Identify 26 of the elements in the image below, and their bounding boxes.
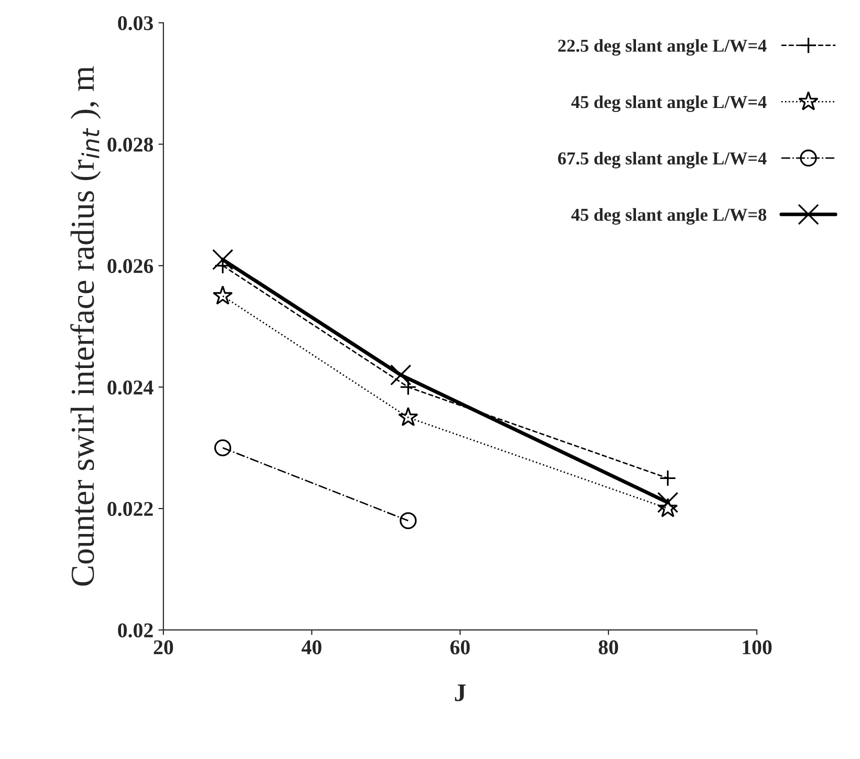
y-tick-label: 0.022 <box>108 502 153 516</box>
point <box>390 364 412 386</box>
point <box>657 492 678 514</box>
x-tick-label: 20 <box>154 640 174 654</box>
y-tick-label: 0.026 <box>108 259 154 274</box>
legend-label: 45 deg slant angle L/W=4 <box>571 95 767 112</box>
point <box>400 512 417 530</box>
y-tick-label: 0.02 <box>118 623 153 638</box>
x-tick-label: 80 <box>598 640 618 654</box>
x-tick-label: 40 <box>302 640 322 654</box>
point <box>659 470 676 487</box>
point <box>212 285 233 305</box>
x-tick-label: 60 <box>450 640 470 654</box>
legend-label: 67.5 deg slant angle L/W=4 <box>558 152 767 168</box>
point <box>214 439 232 456</box>
legend-label: 45 deg slant angle L/W=8 <box>571 208 766 225</box>
y-axis-title: Counter swirl interface radius (r$_{int}$ ), m <box>70 66 101 586</box>
y-tick-label: 0.024 <box>108 380 154 395</box>
y-tick-label: 0.028 <box>108 138 153 152</box>
point <box>658 498 678 518</box>
y-tick-label: 0.03 <box>118 16 153 30</box>
point <box>398 406 418 426</box>
legend-label: 22.5 deg slant angle L/W=4 <box>558 39 767 56</box>
x-axis-title: J <box>454 684 466 702</box>
point <box>212 249 234 270</box>
x-tick-label: 100 <box>742 640 772 654</box>
